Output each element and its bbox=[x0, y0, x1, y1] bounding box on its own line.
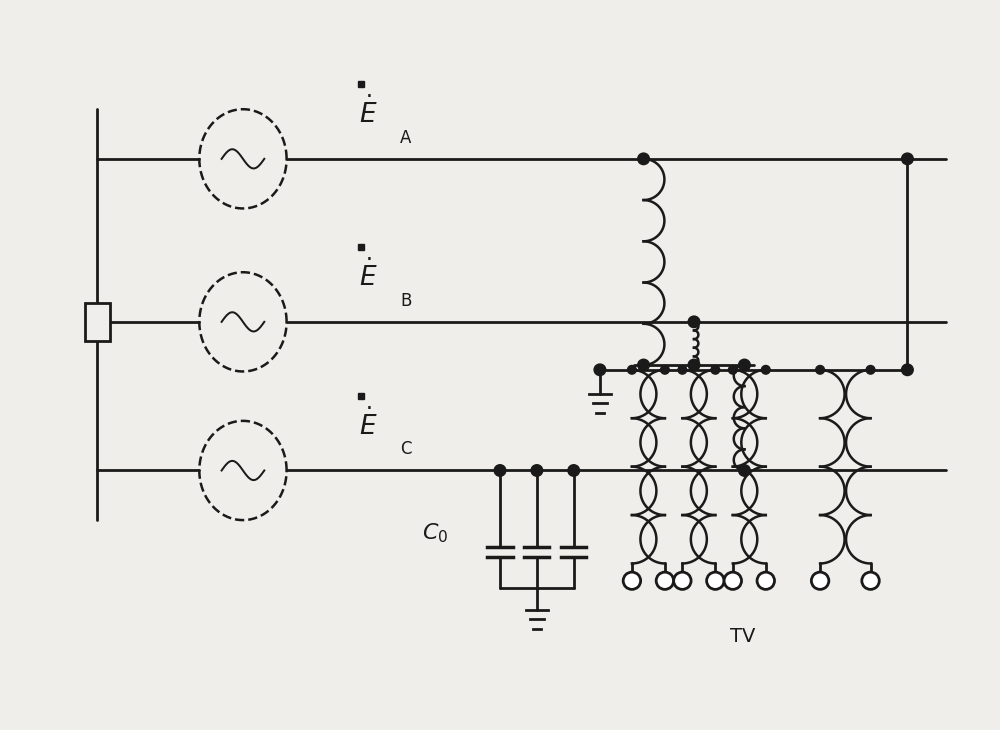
Circle shape bbox=[866, 366, 875, 374]
Circle shape bbox=[707, 572, 724, 589]
Circle shape bbox=[678, 366, 687, 374]
Circle shape bbox=[757, 572, 775, 589]
Circle shape bbox=[902, 364, 913, 375]
Circle shape bbox=[661, 366, 669, 374]
Circle shape bbox=[594, 364, 606, 375]
Circle shape bbox=[816, 366, 824, 374]
Text: $\dot{E}$: $\dot{E}$ bbox=[359, 260, 378, 292]
Circle shape bbox=[761, 366, 770, 374]
Circle shape bbox=[568, 465, 580, 476]
Text: $\dot{E}$: $\dot{E}$ bbox=[359, 408, 378, 441]
Circle shape bbox=[811, 572, 829, 589]
FancyBboxPatch shape bbox=[85, 303, 110, 341]
Circle shape bbox=[862, 572, 879, 589]
Circle shape bbox=[628, 366, 636, 374]
Circle shape bbox=[638, 153, 649, 164]
Circle shape bbox=[728, 366, 737, 374]
Circle shape bbox=[494, 465, 506, 476]
Circle shape bbox=[739, 359, 750, 371]
Circle shape bbox=[674, 572, 691, 589]
Text: B: B bbox=[400, 292, 411, 310]
Text: $\dot{E}$: $\dot{E}$ bbox=[359, 96, 378, 129]
Circle shape bbox=[739, 465, 750, 476]
Circle shape bbox=[638, 359, 649, 371]
Circle shape bbox=[531, 465, 543, 476]
Circle shape bbox=[656, 572, 674, 589]
Text: C: C bbox=[400, 440, 412, 458]
Circle shape bbox=[902, 153, 913, 164]
Circle shape bbox=[724, 572, 742, 589]
Circle shape bbox=[688, 316, 700, 328]
Text: $C_0$: $C_0$ bbox=[422, 521, 449, 545]
Text: TV: TV bbox=[730, 627, 755, 646]
Circle shape bbox=[623, 572, 641, 589]
Circle shape bbox=[711, 366, 720, 374]
Text: A: A bbox=[400, 128, 411, 147]
Circle shape bbox=[688, 359, 700, 371]
